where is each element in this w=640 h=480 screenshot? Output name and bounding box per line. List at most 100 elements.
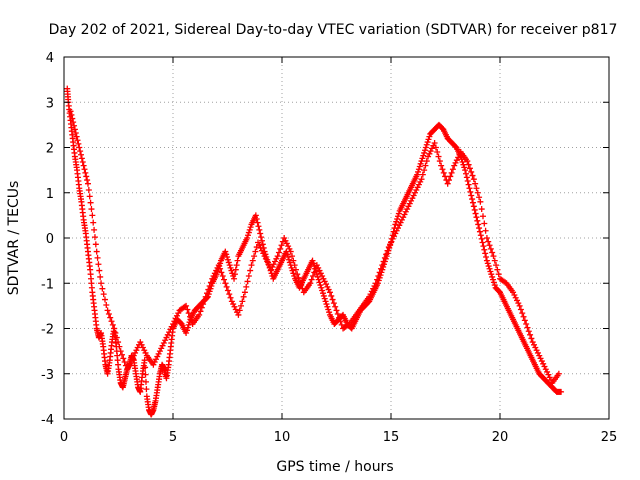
y-tick-label: -4 [41,413,54,428]
data-point [224,254,231,261]
data-point [160,365,167,372]
data-point [417,178,424,185]
y-tick-label: 4 [46,51,54,66]
data-point [381,254,388,261]
data-point [231,271,238,278]
data-point [391,233,398,240]
data-point [141,359,148,366]
data-point [84,180,91,187]
data-point [238,302,245,309]
data-point [367,291,374,298]
data-point [124,366,131,373]
data-point [99,285,106,292]
data-point [273,255,280,262]
data-point [85,187,92,194]
data-point [268,266,275,273]
data-point [243,283,250,290]
data-point [387,241,394,248]
data-point [469,172,476,179]
data-point [264,258,271,265]
data-point [257,230,264,237]
data-point [455,154,462,161]
data-point [112,330,119,337]
data-point [326,309,333,316]
data-point [213,267,220,274]
data-point [176,319,183,326]
data-point [371,282,378,289]
data-point [392,230,399,237]
data-point [95,261,102,268]
data-point [156,373,163,380]
data-point [107,314,114,321]
data-point [80,162,87,169]
data-point [139,374,146,381]
data-point [515,300,522,307]
data-point [500,278,507,285]
data-point [65,96,72,103]
data-point [384,247,391,254]
data-point [323,301,330,308]
data-point [445,177,452,184]
data-point [278,242,285,249]
data-point [224,287,231,294]
data-point [247,224,254,231]
data-point [269,263,276,270]
data-point [80,213,87,220]
data-point [241,289,248,296]
data-point [423,141,430,148]
data-point [410,192,417,199]
data-series [64,85,565,418]
y-tick-label: -1 [41,277,54,292]
data-point [524,324,531,331]
data-point [408,197,415,204]
data-point [435,153,442,160]
data-point [427,148,434,155]
data-point [422,144,429,151]
data-point [227,294,234,301]
data-point [330,300,337,307]
data-point [97,273,104,280]
data-point [100,291,107,298]
y-tick-label: 2 [46,142,54,157]
data-point [321,295,328,302]
data-point [90,219,97,226]
data-point [87,199,94,206]
data-point [527,331,534,338]
data-point [83,173,90,180]
data-point [115,339,122,346]
data-point [544,368,551,375]
data-point [404,191,411,198]
data-point [424,139,431,146]
data-point [101,358,108,365]
data-point [489,273,496,280]
data-point [234,257,241,264]
data-point [98,280,105,287]
data-point [236,307,243,314]
data-point [436,158,443,165]
data-point [473,214,480,221]
data-point [88,206,95,213]
data-point [483,257,490,264]
data-point [516,302,523,309]
data-point [96,267,103,274]
data-point [121,377,128,384]
data-point [184,306,191,313]
data-point [536,352,543,359]
data-point [289,267,296,274]
data-point [71,122,78,129]
data-point [413,173,420,180]
data-point [209,275,216,282]
data-point [351,313,358,320]
data-point [282,237,289,244]
data-point [534,349,541,356]
data-point [393,218,400,225]
data-point [311,269,318,276]
data-point [337,318,344,325]
data-point [537,355,544,362]
data-point [145,404,152,411]
data-point [292,266,299,273]
data-point [415,181,422,188]
data-point [88,284,95,291]
data-point [489,249,496,256]
data-point [468,168,475,175]
